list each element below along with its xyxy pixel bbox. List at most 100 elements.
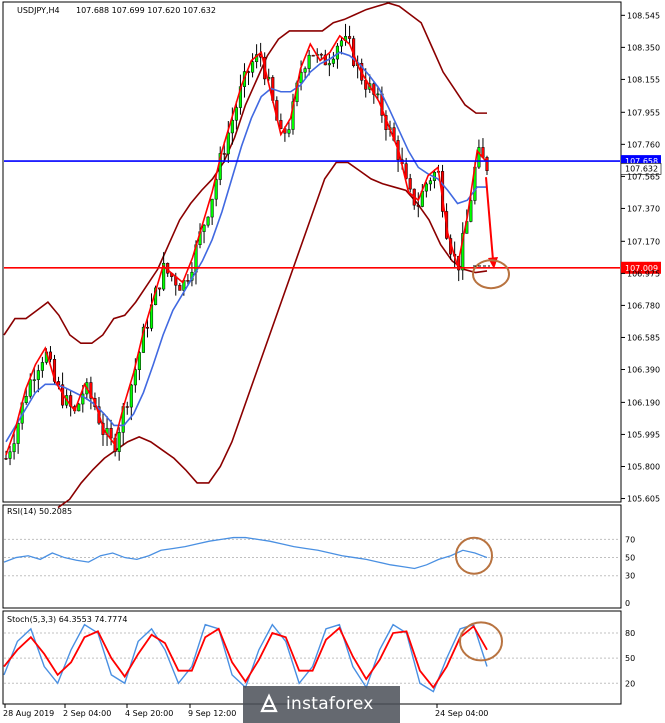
candle-body <box>477 147 481 168</box>
candle-body <box>461 233 465 271</box>
price-tick-label: 106.585 <box>627 333 660 342</box>
time-tick-label: 24 Sep 04:00 <box>435 709 488 718</box>
candle-body <box>24 396 28 404</box>
candle-body <box>485 157 489 171</box>
candle-body <box>8 451 12 459</box>
candle-body <box>129 384 133 408</box>
price-tick-label: 106.390 <box>627 366 660 375</box>
candle-body <box>404 163 408 179</box>
candle-body <box>214 179 218 200</box>
rsi-line <box>3 536 488 570</box>
candle-body <box>303 68 307 73</box>
candle-body <box>117 432 121 452</box>
price-tick-label: 107.170 <box>627 237 660 246</box>
candle-body <box>230 119 234 134</box>
rsi-indicator: 70 50 30 0 <box>3 535 635 608</box>
time-axis: 28 Aug 2019 2 Sep 04:00 4 Sep 20:00 9 Sep 1… <box>3 704 488 718</box>
candle-body <box>40 362 44 371</box>
stoch-level-label: 80 <box>625 629 635 638</box>
level-lines: 107.658 107.009 107.632 <box>4 155 662 274</box>
stoch-level-label: 20 <box>625 679 635 688</box>
current-price-label: 107.632 <box>625 164 658 173</box>
rsi-panel <box>2 504 622 609</box>
instaforex-logo-icon <box>260 693 278 713</box>
price-tick-label: 108.350 <box>627 43 660 52</box>
price-tick-label: 106.975 <box>627 269 660 278</box>
candle-body <box>16 422 20 444</box>
candle-body <box>109 427 113 439</box>
candle-body <box>125 406 129 408</box>
candle-body <box>327 63 331 66</box>
candles <box>4 23 489 466</box>
candle-body <box>158 287 162 290</box>
watermark-text: instaforex <box>286 694 374 714</box>
level-price-label: 107.009 <box>625 264 658 273</box>
current-price-box <box>620 163 662 175</box>
candle-body <box>299 71 303 84</box>
price-tick-label: 107.370 <box>627 204 660 213</box>
red-ma-line <box>5 34 488 456</box>
price-tick-label: 107.565 <box>627 172 660 181</box>
time-tick-label: 2 Sep 04:00 <box>63 709 111 718</box>
candle-body <box>133 369 137 386</box>
candle-body <box>202 224 206 232</box>
price-tick-label: 105.800 <box>627 462 660 471</box>
candle-body <box>137 352 141 370</box>
candle-body <box>186 280 190 282</box>
rsi-label: RSI(14) 50.2085 <box>7 507 72 516</box>
price-tick-label: 108.545 <box>627 11 660 20</box>
price-tick-label: 106.780 <box>627 301 660 310</box>
candle-body <box>226 132 230 155</box>
candle-body <box>251 61 255 73</box>
candle-body <box>408 178 412 190</box>
price-tick-label: 107.760 <box>627 140 660 149</box>
candle-body <box>348 36 352 39</box>
candle-body <box>424 183 428 192</box>
candle-body <box>279 120 283 129</box>
price-tick-label: 107.955 <box>627 108 660 117</box>
moving-averages <box>5 34 488 456</box>
candle-body <box>311 54 315 57</box>
rsi-level-label: 0 <box>625 599 630 608</box>
candle-body <box>307 54 311 69</box>
candle-body <box>28 379 32 397</box>
candle-body <box>12 443 16 453</box>
chart-symbol-label: USDJPY,H4 <box>17 6 60 15</box>
candle-body <box>48 351 53 360</box>
candle-body <box>81 393 85 405</box>
level-price-box <box>621 261 661 274</box>
candle-body <box>287 129 291 134</box>
price-tick-label: 105.995 <box>627 430 660 439</box>
watermark-banner <box>243 686 400 723</box>
candle-body <box>32 379 36 381</box>
level-price-label: 107.658 <box>625 157 658 166</box>
time-tick-label: 28 Aug 2019 <box>3 709 54 718</box>
rsi-level-label: 30 <box>625 572 635 581</box>
blue-ma-line <box>5 51 487 443</box>
stoch-signal-line <box>3 624 488 689</box>
candle-body <box>89 382 93 399</box>
stoch-level-label: 50 <box>625 654 635 663</box>
annotations <box>472 177 510 290</box>
price-tick-label: 108.155 <box>627 75 660 84</box>
bb-upper-line <box>3 2 487 345</box>
candle-body <box>206 216 210 226</box>
candle-body <box>162 262 166 290</box>
candle-body <box>372 83 376 95</box>
time-tick-label: 9 Sep 12:00 <box>188 709 236 718</box>
candle-body <box>416 204 420 207</box>
candle-body <box>36 370 40 380</box>
candle-body <box>77 403 81 412</box>
price-tick-label: 106.190 <box>627 398 660 407</box>
candle-body <box>339 40 344 47</box>
rsi-circle <box>455 536 493 575</box>
candle-body <box>178 284 182 291</box>
candle-body <box>319 53 323 56</box>
candle-body <box>4 458 8 460</box>
stoch-label: Stoch(5,3,3) 64.3553 74.7774 <box>7 615 127 624</box>
target-circle <box>472 259 510 290</box>
candle-body <box>469 200 473 222</box>
candle-body <box>376 93 380 96</box>
candle-body <box>234 107 238 121</box>
